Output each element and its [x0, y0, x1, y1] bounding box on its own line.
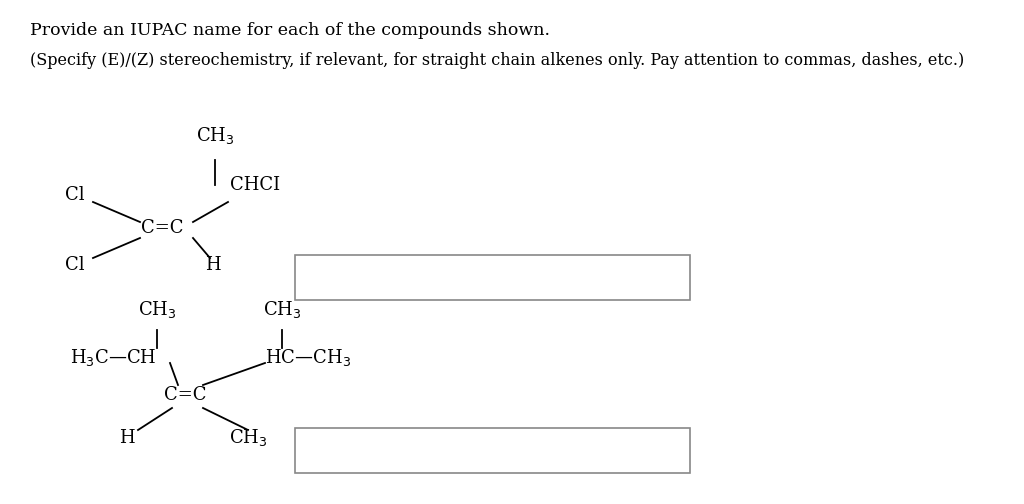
Bar [295, 255, 690, 300]
Text: H: H [205, 256, 221, 274]
Text: CH$_3$: CH$_3$ [263, 299, 301, 321]
Text: Cl: Cl [66, 256, 85, 274]
Text: HC—CH$_3$: HC—CH$_3$ [265, 347, 351, 368]
Text: CHCI: CHCI [230, 176, 281, 194]
Text: CH$_3$: CH$_3$ [196, 124, 234, 146]
Text: C=C: C=C [140, 219, 183, 237]
Text: H: H [119, 429, 135, 447]
Text: CH$_3$: CH$_3$ [137, 299, 176, 321]
Text: C=C: C=C [164, 386, 206, 404]
Bar [295, 428, 690, 473]
Text: H$_3$C—CH: H$_3$C—CH [70, 347, 157, 368]
Text: CH$_3$: CH$_3$ [228, 427, 267, 449]
Text: (Specify (E)/(Z) stereochemistry, if relevant, for straight chain alkenes only. : (Specify (E)/(Z) stereochemistry, if rel… [30, 52, 965, 69]
Text: Provide an IUPAC name for each of the compounds shown.: Provide an IUPAC name for each of the co… [30, 22, 550, 39]
Text: Cl: Cl [66, 186, 85, 204]
